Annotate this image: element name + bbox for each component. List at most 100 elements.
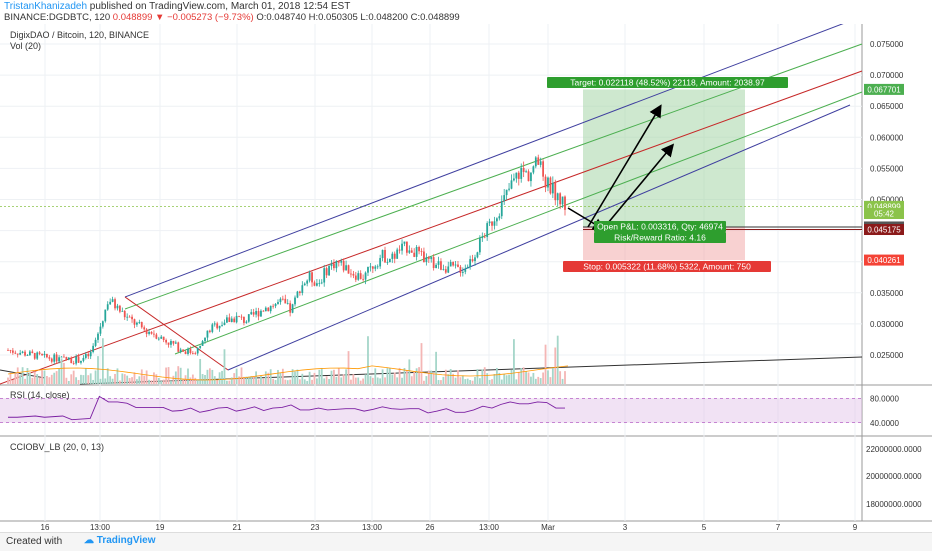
candle-body bbox=[67, 357, 70, 360]
volume-bar bbox=[177, 366, 180, 384]
candle-body bbox=[335, 261, 338, 269]
volume-bar bbox=[140, 369, 143, 384]
last-price: 0.048899 bbox=[112, 12, 153, 23]
volume-bar bbox=[36, 374, 39, 384]
candle-body bbox=[111, 299, 114, 302]
candle-body bbox=[240, 316, 243, 318]
volume-bar bbox=[7, 377, 9, 384]
forecast-arrow bbox=[602, 143, 675, 230]
y-tick-label: 0.035000 bbox=[870, 289, 904, 298]
volume-bar bbox=[478, 378, 481, 384]
publish-info: TristanKhanizadeh published on TradingVi… bbox=[4, 1, 350, 12]
volume-bar bbox=[291, 369, 294, 384]
cci-tick: 20000000.0000 bbox=[866, 472, 922, 481]
candle-body bbox=[172, 341, 175, 344]
candle-body bbox=[123, 310, 126, 318]
candle-body bbox=[430, 257, 433, 259]
volume-bar bbox=[206, 369, 209, 384]
volume-bar bbox=[289, 379, 292, 384]
candle-body bbox=[272, 305, 275, 307]
volume-bar bbox=[106, 368, 109, 384]
volume-bar bbox=[333, 369, 335, 384]
candle-body bbox=[75, 356, 78, 364]
candle-body bbox=[381, 249, 384, 259]
candle-body bbox=[466, 266, 469, 269]
candle-body bbox=[454, 264, 457, 266]
volume-bar bbox=[238, 376, 240, 384]
volume-bar bbox=[391, 374, 394, 384]
volume-bar bbox=[491, 379, 493, 384]
footer: Created with ☁ TradingView bbox=[0, 532, 932, 551]
volume-bar bbox=[308, 371, 311, 384]
x-tick-label: 9 bbox=[853, 523, 858, 532]
candle-body bbox=[121, 310, 124, 312]
candle-body bbox=[21, 351, 24, 353]
candle-body bbox=[449, 262, 452, 267]
candle-body bbox=[410, 250, 413, 253]
volume-bar bbox=[447, 374, 450, 384]
price-tag: 0.067701 bbox=[867, 85, 901, 94]
candle-body bbox=[162, 336, 165, 341]
candle-body bbox=[286, 303, 289, 305]
candle-body bbox=[31, 351, 34, 353]
volume-bar bbox=[359, 380, 362, 384]
volume-bar bbox=[488, 379, 491, 384]
volume-bar bbox=[457, 370, 459, 384]
candle-body bbox=[362, 278, 365, 280]
candle-body bbox=[371, 266, 374, 269]
candle-body bbox=[478, 238, 481, 253]
candle-body bbox=[160, 336, 163, 339]
candle-body bbox=[184, 351, 187, 354]
volume-bar bbox=[347, 351, 350, 384]
candle-body bbox=[515, 172, 518, 179]
volume-bar bbox=[564, 371, 566, 384]
tradingview-logo[interactable]: ☁ TradingView bbox=[84, 535, 156, 546]
volume-bar bbox=[430, 370, 433, 384]
candle-body bbox=[208, 330, 211, 332]
candle-body bbox=[296, 291, 299, 298]
candle-body bbox=[549, 177, 552, 194]
volume-bar bbox=[123, 374, 126, 384]
volume-bar bbox=[386, 367, 389, 384]
candle-body bbox=[206, 330, 209, 338]
candle-body bbox=[65, 356, 68, 360]
candle-body bbox=[534, 157, 537, 167]
candle-body bbox=[425, 257, 428, 263]
candle-body bbox=[136, 322, 138, 325]
volume-bars bbox=[7, 335, 569, 384]
volume-bar bbox=[255, 371, 257, 384]
candle-body bbox=[437, 261, 440, 265]
volume-bar bbox=[340, 377, 343, 384]
volume-bar bbox=[432, 373, 435, 384]
candle-body bbox=[561, 196, 564, 205]
candle-body bbox=[323, 268, 326, 283]
candle-body bbox=[522, 167, 525, 173]
x-tick-label: 13:00 bbox=[90, 523, 111, 532]
volume-bar bbox=[77, 380, 80, 384]
candle-body bbox=[269, 305, 272, 312]
candle-body bbox=[359, 273, 362, 279]
volume-bar bbox=[437, 380, 440, 384]
volume-bar bbox=[167, 367, 170, 384]
candle-body bbox=[311, 272, 313, 283]
candle-body bbox=[559, 193, 562, 205]
volume-bar bbox=[393, 372, 396, 384]
chart-area[interactable]: 0.075000 0.070000 0.065000 0.060000 0.055000… bbox=[0, 24, 932, 532]
volume-bar bbox=[94, 370, 97, 384]
candle-body bbox=[498, 216, 501, 219]
x-tick-label: 13:00 bbox=[362, 523, 383, 532]
author-link[interactable]: TristanKhanizadeh bbox=[4, 1, 88, 12]
candle-body bbox=[218, 325, 221, 329]
volume-bar bbox=[376, 377, 379, 384]
volume-bar bbox=[408, 359, 411, 384]
volume-bar bbox=[369, 376, 372, 384]
candle-body bbox=[126, 316, 129, 318]
volume-bar bbox=[286, 380, 289, 384]
candle-body bbox=[182, 349, 185, 352]
candle-body bbox=[488, 221, 491, 224]
candle-body bbox=[211, 324, 214, 332]
candle-body bbox=[391, 253, 394, 259]
candle-body bbox=[199, 345, 202, 348]
candle-body bbox=[517, 172, 520, 179]
candle-body bbox=[48, 357, 51, 359]
